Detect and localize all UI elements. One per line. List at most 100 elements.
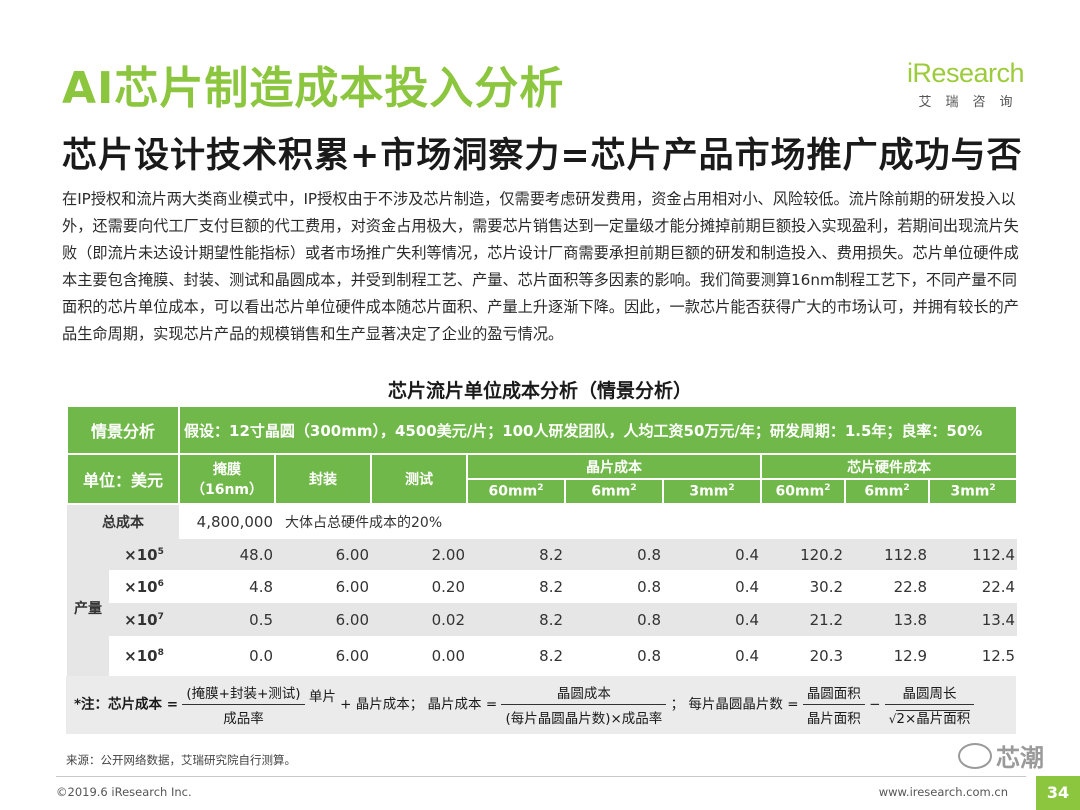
cost-table: 情景分析 假设：12寸晶圆（300mm），4500美元/片；100人研发团队，人…: [65, 405, 1019, 676]
formula-minus: −: [869, 696, 881, 713]
table-cell: 0.20: [371, 570, 468, 603]
table-cell: 0.8: [565, 636, 664, 676]
total-cost-row: 总成本 4,800,000 大体占总硬件成本的20%: [67, 504, 1018, 539]
formula-per-wafer-label: 每片晶圆晶片数 =: [688, 696, 799, 713]
table-cell: 0.4: [663, 603, 762, 636]
table-cell: 20.3: [761, 636, 846, 676]
col-mask-line1: 掩膜: [213, 462, 242, 478]
volume-label: 产量: [67, 539, 109, 676]
table-row: ×106 4.8 6.00 0.20 8.2 0.8 0.4 30.2 22.8…: [67, 570, 1018, 603]
col-hw-cost: 芯片硬件成本: [760, 453, 1019, 480]
logo-sub-text: 艾瑞咨询: [918, 95, 1027, 110]
formula-f3-numerator: 晶圆面积: [802, 682, 865, 705]
table-row: ×108 0.0 6.00 0.00 8.2 0.8 0.4 20.3 12.9…: [67, 636, 1018, 676]
table-cell: 21.2: [761, 603, 846, 636]
table-cell: 0.0: [179, 636, 276, 676]
total-cost-label: 总成本: [67, 504, 180, 539]
wechat-icon: [958, 742, 992, 769]
source-note: 来源：公开网络数据，艾瑞研究院自行测算。: [66, 753, 296, 767]
table-cell: 8.2: [467, 570, 566, 603]
table-cell: 0.5: [179, 603, 276, 636]
table-cell: 4.8: [179, 570, 276, 603]
formula-f2-denominator: (每片晶圆晶片数)×成品率: [505, 711, 663, 727]
copyright: ©2019.6 iResearch Inc.: [56, 785, 192, 799]
table-row: 产量 ×105 48.0 6.00 2.00 8.2 0.8 0.4 120.2…: [67, 539, 1018, 676]
area-header: 60mm2: [466, 478, 567, 505]
table-cell: 0.8: [565, 539, 664, 570]
area-header: 3mm2: [662, 478, 763, 505]
table-cell: 2.00: [371, 539, 468, 570]
col-mask: 掩膜 （16nm）: [178, 453, 277, 505]
logo-main-text: iResearch: [906, 58, 1025, 88]
col-package: 封装: [274, 453, 373, 505]
table-cell: 0.02: [371, 603, 468, 636]
formula-wafer-label: 晶片成本 =: [427, 696, 498, 713]
table-cell: 0.4: [663, 636, 762, 676]
wechat-watermark: 芯潮: [958, 738, 1044, 773]
col-wafer-cost: 晶片成本: [466, 453, 763, 480]
volume-cell: ×107: [109, 603, 180, 636]
table-cell: 13.8: [845, 603, 930, 636]
area-header: 60mm2: [760, 478, 847, 505]
table-cell: 6.00: [275, 636, 372, 676]
formula-f1-numerator: (掩膜+封装+测试): [182, 682, 305, 705]
table-cell: 8.2: [467, 603, 566, 636]
area-header: 6mm2: [844, 478, 931, 505]
table-cell: 8.2: [467, 636, 566, 676]
table-cell: 6.00: [275, 539, 372, 570]
formula-plus: + 晶片成本；: [340, 696, 424, 713]
total-cost-note: 大体占总硬件成本的20%: [275, 504, 1018, 539]
page-subtitle: 芯片设计技术积累+市场洞察力=芯片产品市场推广成功与否: [62, 136, 1023, 176]
table-cell: 6.00: [275, 570, 372, 603]
table-cell: 22.8: [845, 570, 930, 603]
col-mask-line2: （16nm）: [190, 482, 264, 498]
table-cell: 48.0: [179, 539, 276, 570]
formula-note-label: *注：芯片成本 =: [74, 696, 179, 713]
table-row: ×107 0.5 6.00 0.02 8.2 0.8 0.4 21.2 13.8…: [67, 603, 1018, 636]
website-link[interactable]: www.iresearch.com.cn: [878, 785, 1008, 799]
area-header: 6mm2: [564, 478, 665, 505]
body-paragraph: 在IP授权和流片两大类商业模式中，IP授权由于不涉及芯片制造，仅需要考虑研发费用…: [62, 190, 1019, 343]
area-header-row: 60mm2 6mm2 3mm2 60mm2 6mm2 3mm2: [67, 478, 1019, 505]
area-header: 3mm2: [928, 478, 1019, 505]
scenario-assumption: 假设：12寸晶圆（300mm），4500美元/片；100人研发团队，人均工资50…: [178, 405, 1019, 455]
table-cell: 12.5: [929, 636, 1018, 676]
table-cell: 13.4: [929, 603, 1018, 636]
footer-divider: [56, 776, 1026, 777]
table-cell: 112.8: [845, 539, 930, 570]
formula-fraction-4: 晶圆周长 √2×晶片面积: [884, 682, 975, 727]
formula-f3-denominator: 晶片面积: [806, 711, 861, 727]
table-title: 芯片流片单位成本分析（情景分析）: [387, 380, 692, 402]
volume-cell: ×108: [109, 636, 180, 676]
formula-f1-denominator: 成品率: [223, 711, 264, 727]
page-title: AI芯片制造成本投入分析: [62, 63, 565, 114]
table-cell: 0.00: [371, 636, 468, 676]
formula-f4-radicand: 2×晶片面积: [896, 710, 971, 727]
formula-note: *注：芯片成本 = (掩膜+封装+测试) 成品率 单片 + 晶片成本； 晶片成本…: [66, 676, 1016, 734]
table-cell: 0.4: [663, 539, 762, 570]
iresearch-logo: iResearch 艾瑞咨询: [906, 58, 1025, 110]
volume-cell: ×106: [109, 570, 180, 603]
formula-separator: ；: [670, 696, 685, 713]
watermark-text: 芯潮: [996, 744, 1044, 772]
formula-f2-numerator: 晶圆成本: [501, 682, 667, 705]
page-number: 34: [1036, 776, 1080, 810]
table-cell: 8.2: [467, 539, 566, 570]
table-cell: 0.8: [565, 570, 664, 603]
table-cell: 30.2: [761, 570, 846, 603]
total-cost-value: 4,800,000: [179, 504, 276, 539]
formula-f1-tail: 单片: [308, 688, 336, 705]
formula-f4-denominator: √2×晶片面积: [885, 705, 975, 727]
scenario-label: 情景分析: [65, 405, 181, 455]
formula-fraction-3: 晶圆面积 晶片面积: [802, 682, 865, 727]
table-cell: 120.2: [761, 539, 846, 570]
unit-label: 单位：美元: [65, 453, 181, 505]
table-cell: 12.9: [845, 636, 930, 676]
table-cell: 0.8: [565, 603, 664, 636]
formula-line: *注：芯片成本 = (掩膜+封装+测试) 成品率 单片 + 晶片成本； 晶片成本…: [74, 682, 975, 727]
table-cell: 6.00: [275, 603, 372, 636]
sqrt-icon: √: [888, 712, 897, 726]
formula-fraction-1: (掩膜+封装+测试) 成品率: [182, 682, 305, 727]
formula-fraction-2: 晶圆成本 (每片晶圆晶片数)×成品率: [501, 682, 667, 727]
volume-cell: ×105: [109, 539, 180, 570]
